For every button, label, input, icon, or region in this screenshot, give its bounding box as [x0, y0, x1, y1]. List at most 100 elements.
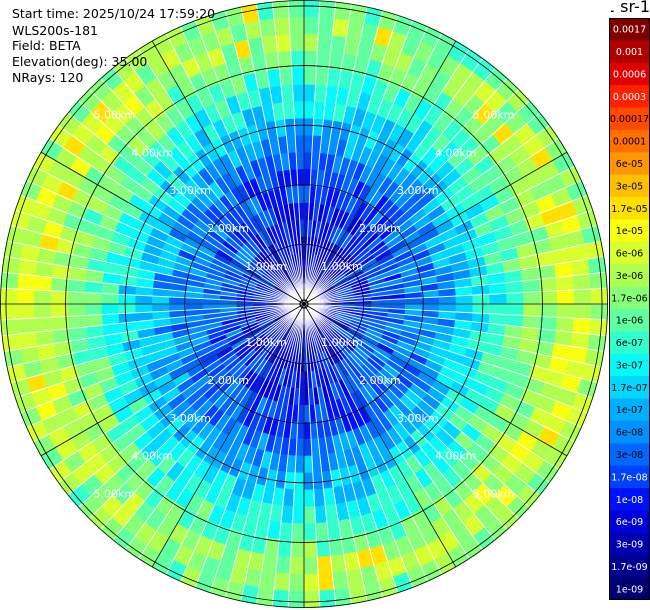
ppi-cell	[295, 134, 305, 153]
colorbar-tick-label: 6e-07	[616, 338, 643, 349]
ppi-cell	[303, 590, 321, 609]
ppi-cell	[295, 455, 305, 474]
ray-gap	[287, 0, 305, 305]
ray-gap	[303, 48, 470, 305]
ray-gap	[303, 303, 560, 470]
colorbar-band	[609, 443, 650, 467]
ray-gap	[303, 194, 588, 305]
colorbar-tick-label: 1.7e-08	[611, 472, 647, 483]
ppi-cell	[0, 272, 19, 290]
ray-gap	[303, 303, 353, 605]
ppi-cell	[556, 289, 575, 305]
colorbar-band	[609, 129, 650, 153]
ppi-cell	[134, 295, 153, 305]
ppi-cell	[273, 17, 291, 36]
elevation-label: Elevation(deg): 35.00	[12, 54, 148, 69]
ppi-cell	[287, 590, 305, 609]
ray-gap	[209, 303, 305, 594]
ray-gap	[14, 303, 305, 399]
ray-gap	[303, 303, 588, 414]
ppi-cell	[289, 33, 305, 52]
ppi-cell	[303, 573, 320, 592]
ppi-cell	[17, 273, 36, 291]
ray-gap	[303, 303, 496, 541]
ray-gap	[303, 303, 508, 531]
ray-gap	[303, 303, 608, 321]
ppi-cell	[289, 556, 305, 575]
ray-gap	[303, 224, 598, 305]
ppi-cell	[287, 0, 305, 18]
colorbar-tick-label: 0.0001	[613, 137, 646, 148]
ppi-cell	[318, 0, 336, 19]
ppi-cell	[291, 67, 305, 85]
ppi-cell	[303, 101, 315, 119]
ppi-cell	[0, 318, 19, 336]
ray-gap	[165, 303, 305, 576]
ray-gap	[303, 303, 321, 608]
colorbar-band	[609, 40, 650, 64]
ppi-cell	[472, 303, 490, 314]
ray-gap	[303, 179, 582, 305]
ray-gap	[303, 67, 496, 305]
ppi-cell	[589, 272, 608, 290]
colorbar-band	[609, 488, 650, 512]
ray-gap	[303, 303, 605, 353]
ray-gap	[303, 303, 576, 443]
colorbar-tick-label: 1.7e-09	[611, 562, 647, 573]
ray-gap	[303, 14, 399, 305]
colorbar-tick-label: 0.001	[616, 47, 643, 58]
ray-gap	[303, 209, 594, 305]
ppi-cell	[292, 506, 305, 524]
colorbar-band	[609, 62, 650, 86]
ray-gap	[303, 303, 594, 399]
range-ring-label: 3.00km	[397, 412, 439, 425]
ray-gap	[303, 303, 337, 607]
ppi-cell	[291, 523, 305, 541]
ray-gap	[0, 287, 305, 305]
range-ring-label: 2.00km	[359, 222, 401, 235]
ppi-cell	[67, 303, 85, 317]
ray-gap	[100, 77, 305, 305]
colorbar-tick-label: 1.7e-06	[611, 293, 647, 304]
ray-gap	[165, 32, 305, 305]
ppi-cell	[0, 287, 18, 305]
range-ring-label: 1.00km	[321, 260, 363, 273]
ray-gap	[303, 303, 531, 508]
ppi-cell	[573, 288, 592, 305]
ray-gap	[303, 303, 368, 602]
ray-gap	[240, 6, 305, 305]
ppi-cell	[455, 295, 474, 305]
colorbar-tick-label: 1e-07	[616, 405, 643, 416]
ppi-cell	[67, 279, 86, 293]
ppi-cell	[275, 555, 291, 575]
colorbar-band	[609, 309, 650, 332]
ppi-cell	[67, 315, 86, 329]
ppi-cell	[294, 472, 305, 490]
range-ring-label: 1.00km	[245, 336, 287, 349]
ray-gap	[124, 303, 305, 551]
range-ring-label: 5.00km	[473, 108, 515, 121]
ray-gap	[271, 303, 305, 607]
colorbar-tick-label: 0.0017	[613, 25, 646, 36]
azimuth-lines	[0, 0, 608, 608]
ray-gap	[138, 48, 305, 305]
ppi-cell	[118, 294, 136, 305]
ray-gap	[303, 303, 607, 337]
ppi-cell	[455, 303, 474, 313]
ray-gap	[303, 100, 531, 305]
colorbar-tick-label: 0.0006	[613, 69, 646, 80]
ray-gap	[255, 303, 305, 605]
ray-gap	[194, 303, 305, 588]
range-ring-label: 4.00km	[435, 450, 477, 463]
ppi-cell	[303, 556, 319, 575]
ray-gap	[6, 240, 305, 305]
colorbar-band	[609, 555, 650, 579]
colorbar-band	[609, 85, 650, 109]
colorbar: 0.0017 0.001 0.0006 0.0003 0.00017 0.0001 6e-0…	[609, 18, 650, 600]
ppi-cell	[522, 315, 541, 329]
ray-gap	[224, 303, 305, 598]
colorbar-band	[609, 107, 650, 131]
azimuth-line	[303, 303, 457, 568]
ppi-cell	[303, 472, 314, 490]
ppi-cell	[134, 303, 153, 313]
